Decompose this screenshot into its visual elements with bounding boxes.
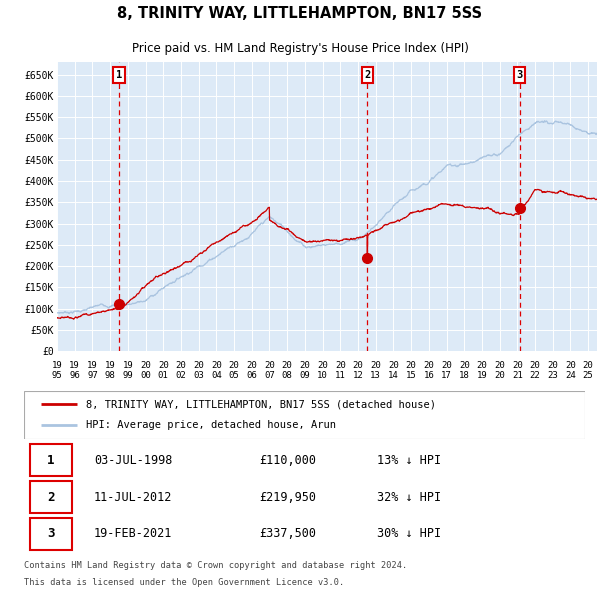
Text: 20
02: 20 02 [176,361,187,379]
Text: 20
10: 20 10 [317,361,328,379]
Text: 20
21: 20 21 [512,361,523,379]
Text: 11-JUL-2012: 11-JUL-2012 [94,490,173,504]
Text: 19
97: 19 97 [87,361,98,379]
Text: 1: 1 [47,454,55,467]
Text: 3: 3 [517,70,523,80]
Text: 20
22: 20 22 [530,361,541,379]
FancyBboxPatch shape [24,391,585,439]
Text: 1: 1 [116,70,122,80]
Text: 03-JUL-1998: 03-JUL-1998 [94,454,173,467]
Text: 20
03: 20 03 [193,361,204,379]
Text: 20
01: 20 01 [158,361,169,379]
Text: 20
04: 20 04 [211,361,222,379]
Text: 20
15: 20 15 [406,361,416,379]
Text: Price paid vs. HM Land Registry's House Price Index (HPI): Price paid vs. HM Land Registry's House … [131,42,469,55]
Text: 20
12: 20 12 [353,361,364,379]
Text: 32% ↓ HPI: 32% ↓ HPI [377,490,442,504]
Text: 20
05: 20 05 [229,361,239,379]
FancyBboxPatch shape [29,444,71,476]
Text: 20
23: 20 23 [547,361,558,379]
Text: 20
13: 20 13 [370,361,381,379]
Text: 2: 2 [47,490,55,504]
Text: 20
16: 20 16 [424,361,434,379]
Text: 20
11: 20 11 [335,361,346,379]
Text: 20
25: 20 25 [583,361,593,379]
Text: 20
08: 20 08 [282,361,293,379]
Text: 19
96: 19 96 [70,361,80,379]
Text: 19
95: 19 95 [52,361,62,379]
Text: 20
14: 20 14 [388,361,399,379]
Text: Contains HM Land Registry data © Crown copyright and database right 2024.: Contains HM Land Registry data © Crown c… [24,560,407,570]
Text: This data is licensed under the Open Government Licence v3.0.: This data is licensed under the Open Gov… [24,578,344,588]
Text: 20
06: 20 06 [247,361,257,379]
Text: 20
17: 20 17 [441,361,452,379]
Text: HPI: Average price, detached house, Arun: HPI: Average price, detached house, Arun [86,421,336,431]
Text: 19-FEB-2021: 19-FEB-2021 [94,527,173,540]
Text: 20
00: 20 00 [140,361,151,379]
Text: 20
24: 20 24 [565,361,576,379]
Text: 2: 2 [364,70,370,80]
Text: 13% ↓ HPI: 13% ↓ HPI [377,454,442,467]
Text: 19
99: 19 99 [122,361,133,379]
Text: 20
07: 20 07 [264,361,275,379]
Text: £110,000: £110,000 [260,454,317,467]
FancyBboxPatch shape [29,481,71,513]
Text: 19
98: 19 98 [105,361,115,379]
Text: £337,500: £337,500 [260,527,317,540]
Text: 20
19: 20 19 [476,361,487,379]
Text: 20
09: 20 09 [299,361,310,379]
FancyBboxPatch shape [29,518,71,550]
Text: 30% ↓ HPI: 30% ↓ HPI [377,527,442,540]
Text: 3: 3 [47,527,55,540]
Text: 20
20: 20 20 [494,361,505,379]
Text: 8, TRINITY WAY, LITTLEHAMPTON, BN17 5SS: 8, TRINITY WAY, LITTLEHAMPTON, BN17 5SS [118,6,482,21]
Text: 8, TRINITY WAY, LITTLEHAMPTON, BN17 5SS (detached house): 8, TRINITY WAY, LITTLEHAMPTON, BN17 5SS … [86,399,436,409]
Text: 20
18: 20 18 [459,361,470,379]
Text: £219,950: £219,950 [260,490,317,504]
